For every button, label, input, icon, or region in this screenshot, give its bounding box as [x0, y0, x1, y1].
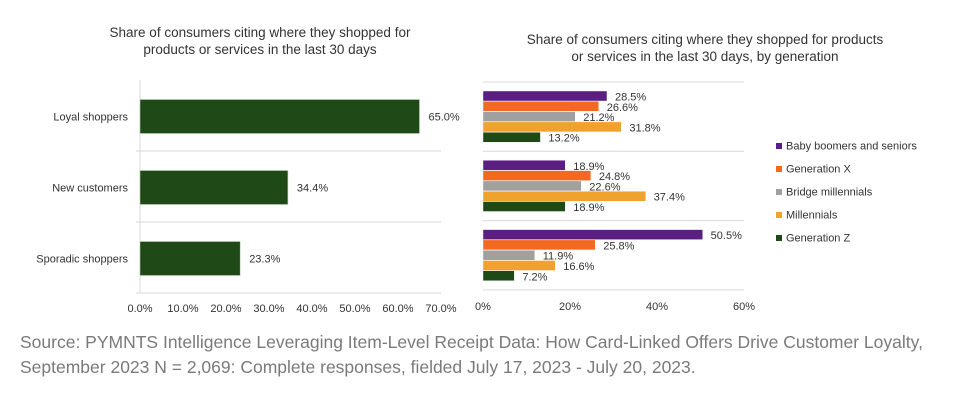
- right-bar: [482, 180, 582, 192]
- left-x-tick: 30.0%: [253, 303, 284, 315]
- left-bar: [139, 170, 289, 205]
- source-note: Source: PYMNTS Intelligence Leveraging I…: [20, 332, 923, 377]
- right-data-label: 28.5%: [615, 92, 646, 104]
- legend-label: Baby boomers and seniors: [786, 141, 917, 153]
- left-x-tick: 10.0%: [167, 303, 198, 315]
- right-title-line-1: Share of consumers citing where they sho…: [526, 32, 884, 47]
- right-data-label: 16.6%: [563, 261, 594, 273]
- legend-label: Millennials: [786, 210, 838, 222]
- left-x-tick: 50.0%: [339, 303, 370, 315]
- legend-swatch: [776, 235, 782, 241]
- right-title-line-2: or services in the last 30 days, by gene…: [571, 49, 839, 64]
- left-category-label: New customers: [52, 183, 128, 195]
- legend-swatch: [776, 189, 782, 195]
- right-bar: [482, 249, 535, 261]
- right-data-label: 31.8%: [629, 122, 660, 134]
- right-bar: [482, 260, 556, 271]
- left-title-line-1: Share of consumers citing where they sho…: [109, 25, 411, 40]
- right-data-label: 18.9%: [573, 161, 604, 173]
- left-chart-title: Share of consumers citing where they sho…: [60, 24, 460, 58]
- left-category-label: Loyal shoppers: [53, 112, 128, 124]
- right-bar: [482, 111, 576, 122]
- left-x-tick: 70.0%: [425, 303, 456, 315]
- left-data-label: 23.3%: [249, 254, 280, 266]
- right-x-tick: 20%: [559, 301, 581, 313]
- legend-swatch: [776, 212, 782, 218]
- legend-label: Generation Z: [786, 233, 850, 245]
- left-x-tick: 40.0%: [296, 303, 327, 315]
- right-bar: [482, 201, 566, 212]
- left-bar: [139, 241, 241, 276]
- right-data-label: 25.8%: [603, 240, 634, 252]
- left-category-label: Sporadic shoppers: [36, 254, 128, 266]
- right-bar: [482, 90, 608, 102]
- left-x-tick: 20.0%: [210, 303, 241, 315]
- left-x-tick: 60.0%: [382, 303, 413, 315]
- right-data-label: 13.2%: [548, 133, 579, 145]
- legend-swatch: [776, 143, 782, 149]
- right-data-label: 22.6%: [589, 181, 620, 193]
- left-title-line-2: products or services in the last 30 days: [143, 42, 377, 57]
- right-data-label: 21.2%: [583, 112, 614, 124]
- right-bar: [482, 270, 515, 281]
- right-bar: [482, 131, 541, 143]
- right-bar: [482, 239, 596, 251]
- left-x-tick: 0.0%: [127, 303, 152, 315]
- left-data-label: 34.4%: [297, 183, 328, 195]
- right-data-label: 7.2%: [522, 271, 547, 283]
- right-data-label: 11.9%: [543, 251, 574, 263]
- right-x-tick: 0%: [475, 301, 491, 313]
- right-bar: [482, 229, 703, 240]
- legend-swatch: [776, 166, 782, 172]
- left-data-label: 65.0%: [429, 112, 460, 124]
- right-data-label: 37.4%: [654, 192, 685, 204]
- charts-svg: Loyal shoppers 65.0% New customers 34.4% Spo…: [36, 80, 917, 315]
- right-data-label: 18.9%: [573, 202, 604, 214]
- right-bar: [482, 121, 622, 133]
- right-bar: [482, 170, 592, 181]
- left-bar: [139, 99, 420, 134]
- right-x-tick: 40%: [646, 301, 668, 313]
- right-chart-title: Share of consumers citing where they sho…: [470, 31, 940, 65]
- right-bar: [482, 190, 646, 202]
- legend-label: Generation X: [786, 164, 851, 176]
- right-data-label: 50.5%: [711, 230, 742, 242]
- right-bar: [482, 160, 566, 171]
- right-x-tick: 60%: [733, 301, 755, 313]
- right-data-label: 24.8%: [599, 171, 630, 183]
- right-data-label: 26.6%: [607, 102, 638, 114]
- right-bar: [482, 101, 599, 112]
- legend-label: Bridge millennials: [786, 187, 873, 199]
